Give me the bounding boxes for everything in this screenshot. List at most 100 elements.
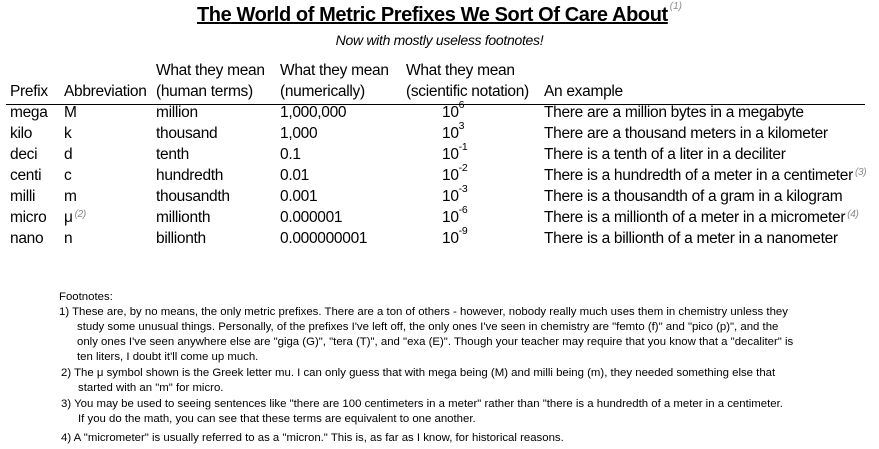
human: million	[156, 104, 198, 121]
exponent: -1	[458, 141, 468, 153]
cell-numeric: 0.000001	[280, 209, 343, 227]
cell-human: tenth	[156, 146, 189, 164]
example: There is a hundredth of a meter in a cen…	[544, 167, 853, 184]
numeric: 1,000,000	[280, 104, 347, 121]
example: There is a tenth of a liter in a decilit…	[544, 146, 786, 163]
numeric: 0.000001	[280, 209, 343, 226]
exponent: 3	[458, 120, 465, 132]
column-header: What they mean	[156, 62, 265, 79]
column-header: Prefix	[10, 83, 48, 100]
cell-example: There is a tenth of a liter in a decilit…	[544, 146, 786, 164]
example: There are a million bytes in a megabyte	[544, 104, 804, 121]
footnote-marker: (2)	[74, 209, 87, 220]
cell-example: There are a million bytes in a megabyte	[544, 104, 804, 122]
footnote-line: only ones I've seen anywhere else are "g…	[77, 336, 794, 348]
cell-numeric: 0.000000001	[280, 230, 368, 248]
cell-numeric: 1,000,000	[280, 104, 347, 122]
cell-human: hundredth	[156, 167, 223, 185]
subtitle: Now with mostly useless footnotes!	[335, 32, 544, 48]
cell-scientific: 106	[442, 99, 464, 122]
human: millionth	[156, 209, 211, 226]
footnote-line: 3) You may be used to seeing sentences l…	[61, 398, 783, 410]
prefix: micro	[10, 209, 47, 226]
example: There is a millionth of a meter in a mic…	[544, 209, 846, 226]
cell-abbreviation: M	[64, 104, 77, 122]
abbreviation: M	[64, 104, 77, 121]
cell-numeric: 1,000	[280, 125, 318, 143]
cell-human: million	[156, 104, 198, 122]
column-header: What they mean	[280, 62, 389, 79]
cell-prefix: deci	[10, 146, 38, 164]
prefix: mega	[10, 104, 48, 121]
example: There is a thousandth of a gram in a kil…	[544, 188, 843, 205]
prefix: centi	[10, 167, 42, 184]
abbreviation: k	[64, 125, 72, 142]
human: thousandth	[156, 188, 230, 205]
abbreviation: d	[64, 146, 73, 163]
cell-example: There are a thousand meters in a kilomet…	[544, 125, 828, 143]
human: billionth	[156, 230, 206, 247]
cell-scientific: 10-6	[442, 204, 468, 227]
prefix: kilo	[10, 125, 33, 142]
abbreviation: n	[64, 230, 73, 247]
title: The World of Metric Prefixes We Sort Of …	[196, 4, 668, 26]
footnote-marker: (3)	[855, 167, 867, 178]
cell-prefix: kilo	[10, 125, 32, 143]
numeric: 0.01	[280, 167, 309, 184]
prefix: milli	[10, 188, 36, 205]
cell-numeric: 0.01	[280, 167, 309, 185]
exponent: -3	[458, 183, 468, 195]
footnote-line: 1) These are, by no means, the only metr…	[59, 306, 788, 318]
cell-prefix: mega	[10, 104, 48, 122]
cell-abbreviation: c	[64, 167, 72, 185]
base: 10	[442, 146, 459, 163]
cell-human: thousand	[156, 125, 218, 143]
base: 10	[442, 230, 459, 247]
base: 10	[442, 104, 459, 121]
cell-numeric: 0.001	[280, 188, 318, 206]
base: 10	[442, 209, 459, 226]
example: There is a billionth of a meter in a nan…	[544, 230, 838, 247]
cell-scientific: 10-1	[442, 141, 468, 164]
header-rule	[6, 104, 865, 105]
cell-numeric: 0.1	[280, 146, 301, 164]
footnote-line: 2) The μ symbol shown is the Greek lette…	[61, 367, 776, 379]
base: 10	[442, 125, 459, 142]
base: 10	[442, 188, 459, 205]
exponent: -2	[458, 162, 468, 174]
abbreviation: μ	[64, 209, 73, 226]
human: tenth	[156, 146, 189, 163]
title-note: (1)	[669, 1, 683, 12]
cell-example: There is a thousandth of a gram in a kil…	[544, 188, 843, 206]
numeric: 0.1	[280, 146, 301, 163]
abbreviation: c	[64, 167, 72, 184]
example: There are a thousand meters in a kilomet…	[544, 125, 828, 142]
footnote-line: started with an "m" for micro.	[78, 382, 224, 394]
cell-prefix: centi	[10, 167, 42, 185]
cell-prefix: milli	[10, 188, 35, 206]
column-header: An example	[544, 83, 623, 100]
prefix: nano	[10, 230, 44, 247]
cell-scientific: 10-9	[442, 225, 468, 248]
abbreviation: m	[64, 188, 77, 205]
numeric: 0.000000001	[280, 230, 368, 247]
cell-prefix: micro	[10, 209, 47, 227]
cell-abbreviation: d	[64, 146, 73, 164]
human: thousand	[156, 125, 218, 142]
numeric: 1,000	[280, 125, 318, 142]
cell-human: millionth	[156, 209, 210, 227]
footnote-line: If you do the math, you can see that the…	[78, 413, 476, 425]
column-header: (scientific notation)	[406, 83, 529, 100]
footnote-line: study some unusual things. Personally, o…	[77, 321, 779, 333]
title-row: The World of Metric Prefixes We Sort Of …	[0, 1, 879, 27]
human: hundredth	[156, 167, 224, 184]
prefix: deci	[10, 146, 38, 163]
exponent: 6	[458, 99, 465, 111]
cell-abbreviation: n	[64, 230, 73, 248]
cell-abbreviation: m	[64, 188, 77, 206]
column-header: (numerically)	[280, 83, 365, 100]
cell-abbreviation: μ (2)	[64, 209, 86, 227]
footnote-line: ten liters, I doubt it'll come up much.	[77, 351, 259, 363]
cell-scientific: 103	[442, 120, 464, 143]
